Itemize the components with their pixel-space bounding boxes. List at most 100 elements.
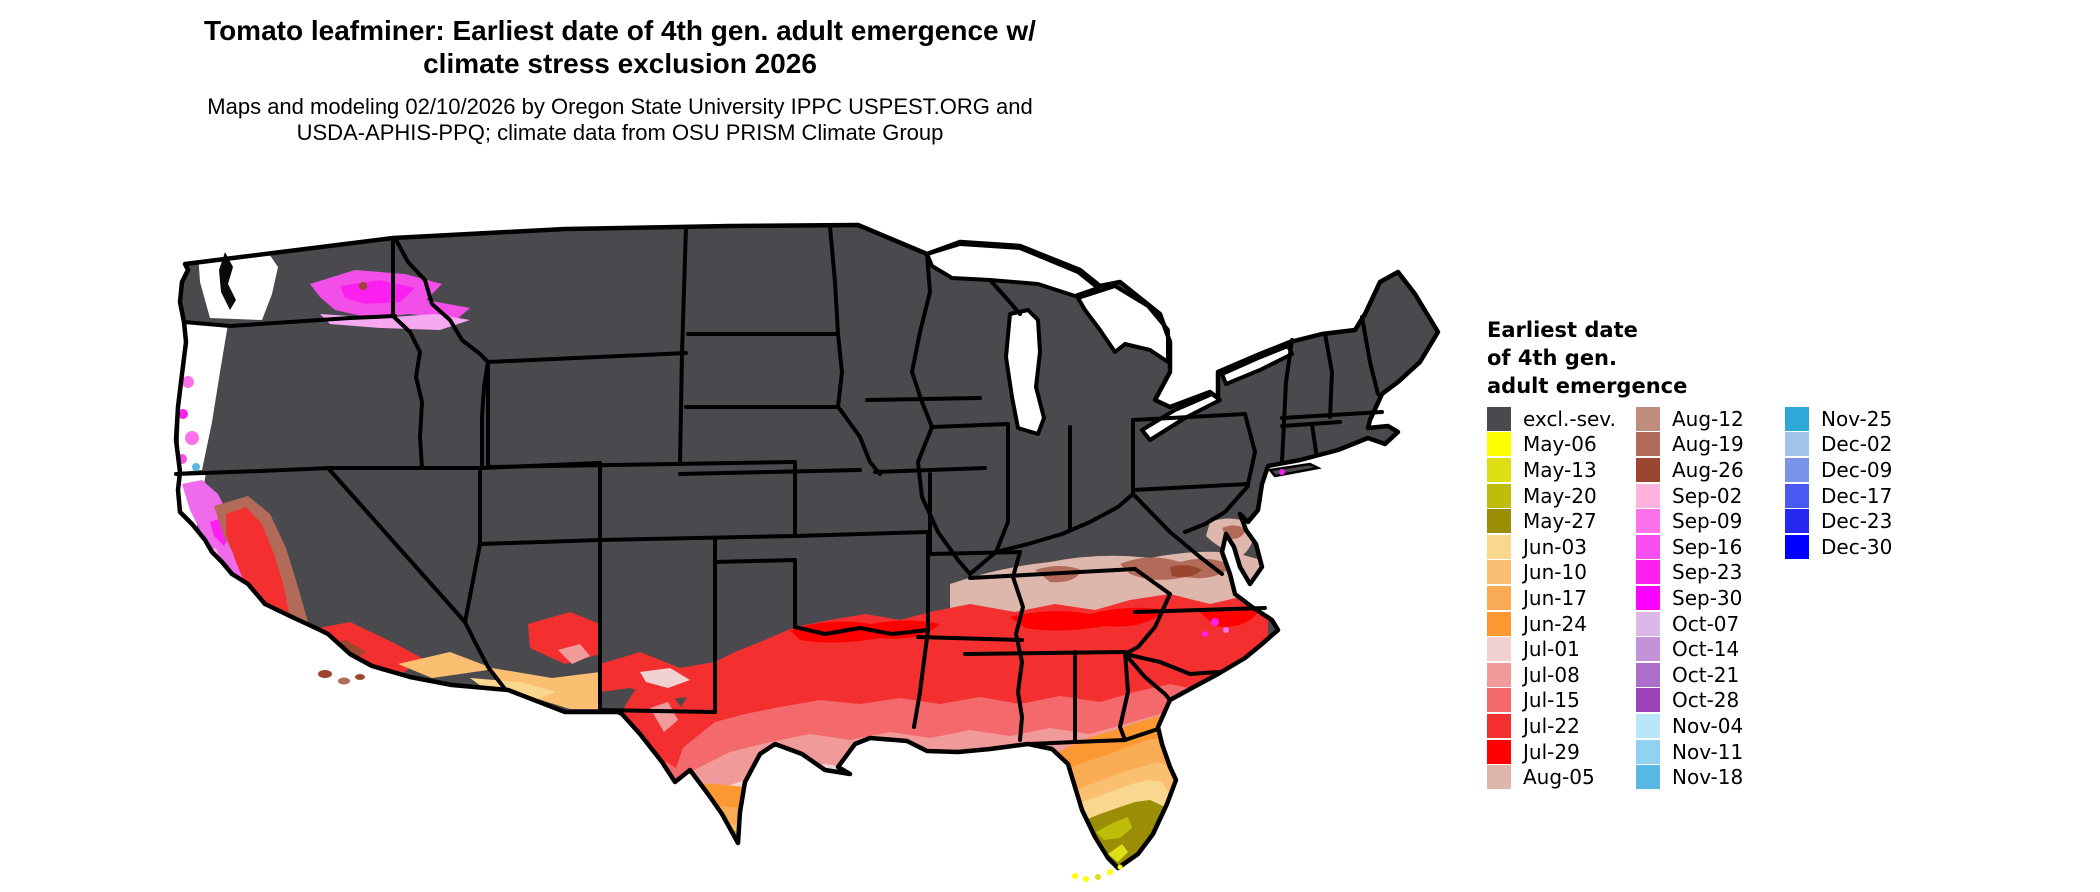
legend-entry: May-20 bbox=[1487, 483, 1636, 509]
legend-entry: Oct-07 bbox=[1636, 611, 1785, 637]
legend-swatch bbox=[1487, 534, 1511, 559]
legend-swatch bbox=[1785, 534, 1809, 559]
legend-swatch bbox=[1785, 509, 1809, 534]
legend-label: Aug-26 bbox=[1672, 457, 1744, 482]
legend-swatch bbox=[1487, 611, 1511, 636]
legend-swatch bbox=[1487, 509, 1511, 534]
legend-entry: Aug-12 bbox=[1636, 406, 1785, 432]
legend-entry: Aug-19 bbox=[1636, 432, 1785, 458]
legend-entry: Aug-26 bbox=[1636, 457, 1785, 483]
legend: Earliest date of 4th gen. adult emergenc… bbox=[1487, 316, 1892, 790]
legend-label: May-27 bbox=[1523, 509, 1597, 534]
legend-entry: Jul-08 bbox=[1487, 662, 1636, 688]
legend-label: Jul-29 bbox=[1523, 739, 1580, 764]
legend-label: Aug-19 bbox=[1672, 432, 1744, 457]
legend-label: Aug-05 bbox=[1523, 765, 1595, 790]
legend-swatch bbox=[1487, 406, 1511, 431]
legend-swatch bbox=[1487, 765, 1511, 790]
legend-title-line-2: of 4th gen. bbox=[1487, 346, 1617, 370]
legend-swatch bbox=[1636, 585, 1660, 610]
legend-entry: Jun-10 bbox=[1487, 560, 1636, 586]
map-subtitle-line-2: USDA-APHIS-PPQ; climate data from OSU PR… bbox=[296, 120, 944, 145]
legend-entry: Aug-05 bbox=[1487, 764, 1636, 790]
legend-label: Jun-17 bbox=[1523, 585, 1587, 610]
legend-entry: Oct-28 bbox=[1636, 688, 1785, 714]
legend-swatch bbox=[1785, 406, 1809, 431]
map-title-line-2: climate stress exclusion 2026 bbox=[423, 48, 817, 79]
legend-label: Sep-30 bbox=[1672, 585, 1743, 610]
legend-swatch bbox=[1636, 713, 1660, 738]
legend-entry: Jun-03 bbox=[1487, 534, 1636, 560]
islands bbox=[318, 462, 1322, 882]
legend-entry: Jun-17 bbox=[1487, 585, 1636, 611]
legend-entry: Sep-16 bbox=[1636, 534, 1785, 560]
legend-entry: Jul-22 bbox=[1487, 713, 1636, 739]
legend-title-line-1: Earliest date bbox=[1487, 318, 1638, 342]
legend-label: Jul-08 bbox=[1523, 662, 1580, 687]
legend-label: Aug-12 bbox=[1672, 406, 1744, 431]
legend-swatch bbox=[1636, 560, 1660, 585]
legend-title: Earliest date of 4th gen. adult emergenc… bbox=[1487, 316, 1687, 400]
legend-entry: Nov-18 bbox=[1636, 764, 1785, 790]
legend-entry: Sep-30 bbox=[1636, 585, 1785, 611]
legend-swatch bbox=[1636, 765, 1660, 790]
legend-title-line-3: adult emergence bbox=[1487, 374, 1688, 398]
legend-swatch bbox=[1487, 483, 1511, 508]
legend-swatch bbox=[1487, 662, 1511, 687]
legend-entry: Jul-29 bbox=[1487, 739, 1636, 765]
legend-entry: Sep-02 bbox=[1636, 483, 1785, 509]
us-map-svg bbox=[173, 222, 1441, 882]
legend-label: Nov-11 bbox=[1672, 739, 1744, 764]
legend-entry: May-27 bbox=[1487, 508, 1636, 534]
legend-entry: Sep-23 bbox=[1636, 560, 1785, 586]
legend-entry: Jul-01 bbox=[1487, 636, 1636, 662]
legend-swatch bbox=[1785, 432, 1809, 457]
legend-label: Jun-03 bbox=[1523, 534, 1587, 559]
legend-label: Jul-15 bbox=[1523, 688, 1580, 713]
legend-entry: Oct-14 bbox=[1636, 636, 1785, 662]
legend-entry: Dec-23 bbox=[1785, 508, 1908, 534]
legend-entry: Dec-17 bbox=[1785, 483, 1908, 509]
legend-swatch bbox=[1636, 457, 1660, 482]
legend-label: Sep-16 bbox=[1672, 534, 1743, 559]
legend-label: Jul-01 bbox=[1523, 637, 1580, 662]
map-subtitle: Maps and modeling 02/10/2026 by Oregon S… bbox=[0, 94, 1240, 146]
puget-sound bbox=[219, 252, 236, 310]
legend-entry: Jun-24 bbox=[1487, 611, 1636, 637]
legend-entry: Sep-09 bbox=[1636, 508, 1785, 534]
legend-swatch bbox=[1636, 432, 1660, 457]
legend-label: Nov-25 bbox=[1821, 406, 1893, 431]
header: Tomato leafminer: Earliest date of 4th g… bbox=[0, 14, 1240, 146]
us-choropleth-map bbox=[170, 222, 1450, 892]
legend-swatch bbox=[1636, 688, 1660, 713]
legend-swatch bbox=[1487, 739, 1511, 764]
legend-swatch bbox=[1636, 739, 1660, 764]
legend-entry: Dec-02 bbox=[1785, 432, 1908, 458]
map-title-line-1: Tomato leafminer: Earliest date of 4th g… bbox=[204, 15, 1036, 46]
legend-label: May-06 bbox=[1523, 432, 1597, 457]
legend-swatch bbox=[1487, 560, 1511, 585]
legend-swatch bbox=[1636, 611, 1660, 636]
legend-label: Dec-23 bbox=[1821, 509, 1893, 534]
legend-column-1: excl.-sev. May-06 May-13 May-20 May-27 Jun-03… bbox=[1487, 406, 1636, 790]
legend-label: Oct-28 bbox=[1672, 688, 1740, 713]
lake-michigan bbox=[1004, 308, 1046, 436]
legend-label: Dec-02 bbox=[1821, 432, 1893, 457]
legend-swatch bbox=[1487, 637, 1511, 662]
legend-entry: Jul-15 bbox=[1487, 688, 1636, 714]
legend-entry: May-13 bbox=[1487, 457, 1636, 483]
legend-swatch bbox=[1636, 406, 1660, 431]
legend-swatch bbox=[1487, 713, 1511, 738]
legend-label: Jun-10 bbox=[1523, 560, 1587, 585]
legend-label: Sep-23 bbox=[1672, 560, 1743, 585]
legend-label: Nov-04 bbox=[1672, 713, 1744, 738]
legend-swatch bbox=[1636, 534, 1660, 559]
legend-swatch bbox=[1636, 483, 1660, 508]
legend-column-2: Aug-12 Aug-19 Aug-26 Sep-02 Sep-09 Sep-16 Sep-… bbox=[1636, 406, 1785, 790]
legend-swatch bbox=[1487, 457, 1511, 482]
legend-label: excl.-sev. bbox=[1523, 406, 1616, 431]
legend-swatch bbox=[1487, 432, 1511, 457]
legend-label: Dec-30 bbox=[1821, 534, 1893, 559]
legend-label: Sep-02 bbox=[1672, 483, 1743, 508]
legend-swatch bbox=[1487, 688, 1511, 713]
